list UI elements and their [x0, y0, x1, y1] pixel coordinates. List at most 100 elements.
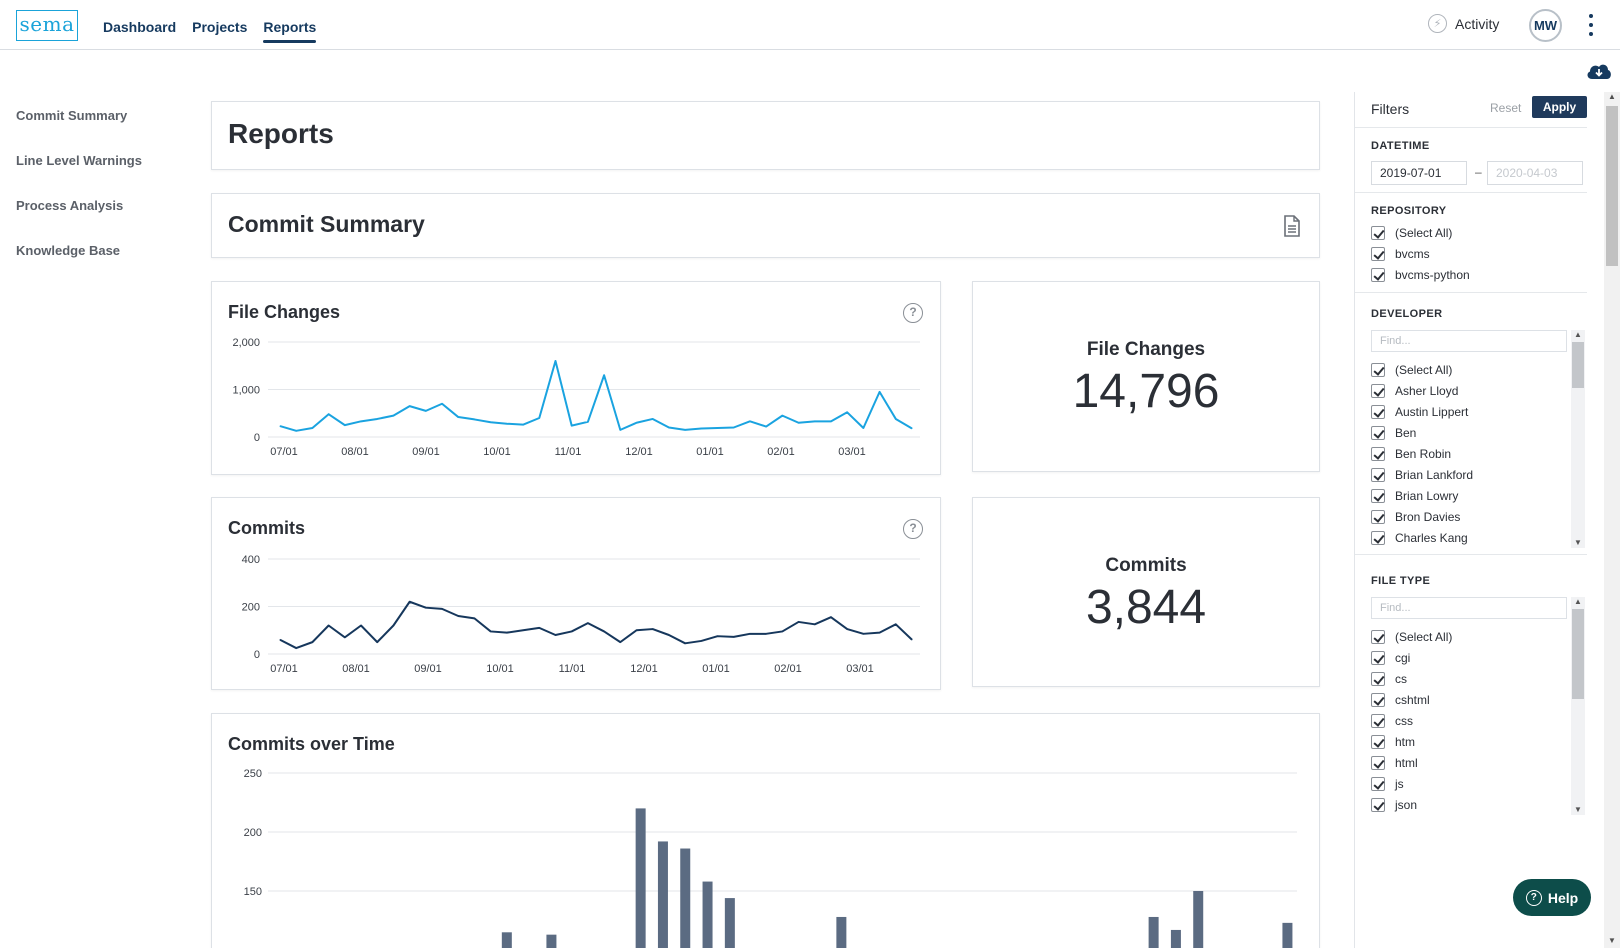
file-changes-x-tick-label: 09/01: [412, 446, 440, 458]
checkbox-checked-icon[interactable]: [1371, 671, 1385, 686]
commits-x-tick-label: 08/01: [342, 663, 370, 675]
developer-option[interactable]: Ben Robin: [1371, 443, 1571, 464]
commits-bar: [1193, 891, 1204, 948]
bar-chart-y-tick-label: 150: [244, 886, 262, 898]
cloud-download-icon[interactable]: [1586, 61, 1612, 81]
checkbox-checked-icon[interactable]: [1371, 509, 1385, 524]
repository-option[interactable]: bvcms-python: [1371, 264, 1571, 285]
filetype-option[interactable]: json: [1371, 794, 1571, 815]
commits-y-tick-label: 200: [242, 602, 260, 614]
filetype-option[interactable]: cgi: [1371, 647, 1571, 668]
filetype-option[interactable]: css: [1371, 710, 1571, 731]
repository-option-label: (Select All): [1395, 225, 1453, 240]
file-changes-data-point: [425, 410, 427, 412]
developer-option[interactable]: Brian Lowry: [1371, 485, 1571, 506]
filetype-find-input[interactable]: Find...: [1371, 597, 1567, 619]
sema-logo[interactable]: sema: [16, 10, 78, 41]
file-changes-data-point: [781, 415, 783, 417]
reports-title-card: Reports: [211, 101, 1320, 170]
help-circle-icon[interactable]: ?: [903, 519, 923, 539]
sidebar-item-knowledge-base[interactable]: Knowledge Base: [16, 243, 121, 258]
checkbox-checked-icon[interactable]: [1371, 225, 1385, 240]
developer-option[interactable]: Ben: [1371, 422, 1571, 443]
commits-x-tick-label: 03/01: [846, 663, 874, 675]
file-changes-data-point: [684, 429, 686, 431]
file-changes-data-point: [554, 360, 556, 362]
developer-option[interactable]: Brian Lankford: [1371, 464, 1571, 485]
repository-option[interactable]: (Select All): [1371, 222, 1571, 243]
file-changes-data-point: [571, 425, 573, 427]
file-changes-data-point: [619, 429, 621, 431]
checkbox-checked-icon[interactable]: [1371, 650, 1385, 665]
document-icon[interactable]: [1283, 215, 1301, 237]
checkbox-checked-icon[interactable]: [1371, 383, 1385, 398]
file-changes-y-tick-label: 0: [254, 432, 260, 444]
checkbox-checked-icon[interactable]: [1371, 467, 1385, 482]
filters-panel: Filters Reset Apply DATETIME 2019-07-01 …: [1354, 92, 1587, 948]
checkbox-checked-icon[interactable]: [1371, 246, 1385, 261]
filetype-option[interactable]: js: [1371, 773, 1571, 794]
filetype-option[interactable]: html: [1371, 752, 1571, 773]
developer-option[interactable]: Austin Lippert: [1371, 401, 1571, 422]
help-circle-icon[interactable]: ?: [903, 303, 923, 323]
developer-option[interactable]: Charles Kang: [1371, 527, 1571, 548]
commits-data-point: [846, 628, 848, 630]
commits-data-point: [668, 634, 670, 636]
filetype-option[interactable]: htm: [1371, 731, 1571, 752]
developer-option[interactable]: Bron Davies: [1371, 506, 1571, 527]
nav-reports[interactable]: Reports: [263, 19, 316, 43]
file-changes-data-point: [587, 421, 589, 423]
checkbox-checked-icon[interactable]: [1371, 734, 1385, 749]
checkbox-checked-icon[interactable]: [1371, 629, 1385, 644]
kpi-value-file-changes: 14,796: [1072, 365, 1220, 418]
reset-button[interactable]: Reset: [1490, 101, 1522, 115]
checkbox-checked-icon[interactable]: [1371, 797, 1385, 812]
date-to-input[interactable]: 2020-04-03: [1487, 161, 1583, 185]
checkbox-checked-icon[interactable]: [1371, 713, 1385, 728]
commits-bar: [1148, 916, 1159, 948]
repository-heading: REPOSITORY: [1371, 205, 1447, 217]
checkbox-checked-icon[interactable]: [1371, 446, 1385, 461]
checkbox-checked-icon[interactable]: [1371, 755, 1385, 770]
sidebar-item-commit-summary[interactable]: Commit Summary: [16, 108, 128, 123]
checkbox-checked-icon[interactable]: [1371, 425, 1385, 440]
filetype-option[interactable]: (Select All): [1371, 626, 1571, 647]
developer-option[interactable]: (Select All): [1371, 359, 1571, 380]
file-changes-x-tick-label: 08/01: [341, 446, 369, 458]
checkbox-checked-icon[interactable]: [1371, 404, 1385, 419]
checkbox-checked-icon[interactable]: [1371, 362, 1385, 377]
user-avatar[interactable]: MW: [1529, 9, 1562, 42]
developer-option[interactable]: Asher Lloyd: [1371, 380, 1571, 401]
nav-projects[interactable]: Projects: [192, 19, 248, 35]
developer-option-label: Asher Lloyd: [1395, 383, 1459, 398]
checkbox-checked-icon[interactable]: [1371, 776, 1385, 791]
activity-button[interactable]: ⚡ Activity: [1428, 14, 1499, 33]
apply-button[interactable]: Apply: [1532, 96, 1587, 118]
sidebar-item-process-analysis[interactable]: Process Analysis: [16, 198, 124, 213]
date-from-input[interactable]: 2019-07-01: [1371, 161, 1467, 185]
file-changes-data-point: [879, 391, 881, 393]
filetype-option-label: cs: [1395, 671, 1407, 686]
file-changes-data-point: [700, 427, 702, 429]
repository-option[interactable]: bvcms: [1371, 243, 1571, 264]
nav-dashboard[interactable]: Dashboard: [103, 19, 177, 35]
developer-list-scrollbar[interactable]: ▲ ▼: [1571, 330, 1585, 548]
file-changes-kpi-card: File Changes 14,796: [972, 281, 1320, 472]
filetype-option[interactable]: cs: [1371, 668, 1571, 689]
more-menu-icon[interactable]: [1587, 14, 1595, 36]
filetype-option[interactable]: cshtml: [1371, 689, 1571, 710]
filetype-option-label: css: [1395, 713, 1413, 728]
developer-list: (Select All) Asher Lloyd Austin Lippert Ben…: [1371, 359, 1571, 548]
checkbox-checked-icon[interactable]: [1371, 692, 1385, 707]
commits-x-tick-label: 09/01: [414, 663, 442, 675]
checkbox-checked-icon[interactable]: [1371, 530, 1385, 545]
help-button[interactable]: ? Help: [1513, 879, 1591, 916]
checkbox-checked-icon[interactable]: [1371, 488, 1385, 503]
commits-bar: [501, 932, 512, 948]
sidebar-item-line-level-warnings[interactable]: Line Level Warnings: [16, 153, 142, 168]
page-scrollbar[interactable]: ▲ ▼: [1604, 92, 1620, 948]
commits-data-point: [571, 630, 573, 632]
filetype-list-scrollbar[interactable]: ▲ ▼: [1571, 597, 1585, 815]
developer-find-input[interactable]: Find...: [1371, 330, 1567, 352]
checkbox-checked-icon[interactable]: [1371, 267, 1385, 282]
